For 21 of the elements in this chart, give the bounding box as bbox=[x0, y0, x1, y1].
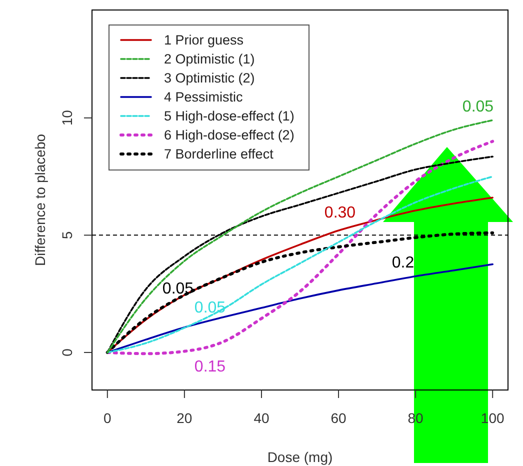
annotation: 0.30 bbox=[324, 204, 356, 222]
legend-label: 6 High-dose-effect (2) bbox=[164, 128, 294, 143]
y-tick-label: 0 bbox=[59, 348, 75, 356]
legend-label: 2 Optimistic (1) bbox=[164, 52, 255, 67]
annotation: 0.15 bbox=[194, 358, 226, 376]
legend-label: 4 Pessimistic bbox=[164, 90, 244, 105]
x-tick-label: 60 bbox=[330, 410, 347, 426]
legend-label: 7 Borderline effect bbox=[164, 146, 274, 162]
y-tick-label: 5 bbox=[59, 231, 75, 240]
x-tick-label: 40 bbox=[254, 410, 270, 426]
x-tick-label: 0 bbox=[104, 410, 112, 426]
x-tick-label: 20 bbox=[176, 410, 192, 426]
annotation: 0.05 bbox=[462, 98, 494, 116]
annotation: 0.05 bbox=[194, 300, 226, 317]
legend-label: 5 High-dose-effect (1) bbox=[164, 108, 294, 124]
y-axis-title: Difference to placebo bbox=[32, 134, 48, 266]
legend-label: 1 Prior guess bbox=[164, 32, 244, 48]
x-axis-title: Dose (mg) bbox=[267, 449, 333, 465]
annotation: 0.2 bbox=[392, 254, 414, 272]
y-tick-label: 10 bbox=[59, 110, 75, 126]
legend-label: 3 Optimistic (2) bbox=[164, 70, 255, 86]
